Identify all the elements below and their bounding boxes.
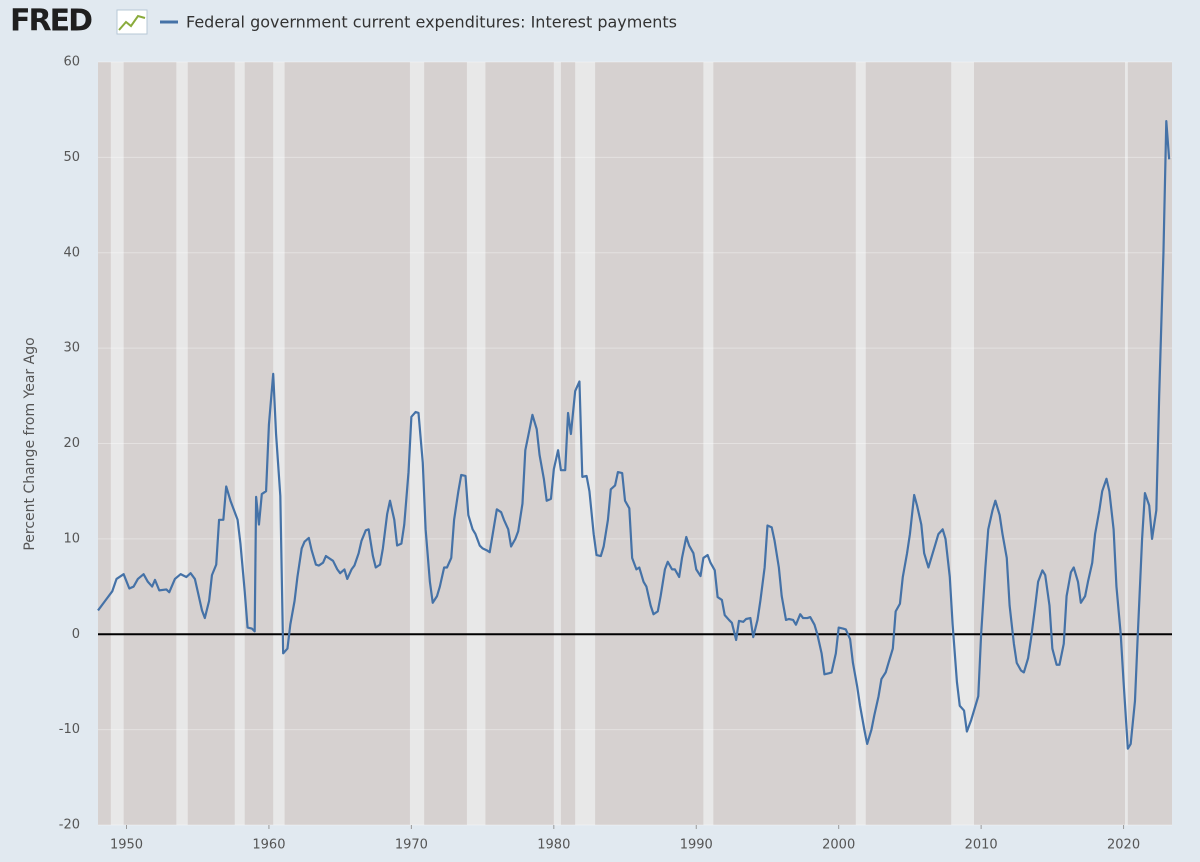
recession-band xyxy=(703,62,714,825)
y-tick-label: 40 xyxy=(63,245,80,260)
data-line xyxy=(97,120,1171,750)
legend-label: Federal government current expenditures:… xyxy=(186,13,677,32)
recession-band xyxy=(855,62,866,825)
y-tick-label: 0 xyxy=(72,627,80,642)
recession-band xyxy=(273,62,285,825)
x-tick-label: 2000 xyxy=(822,838,855,853)
y-tick-label: 20 xyxy=(63,436,80,451)
logo: FRED xyxy=(10,4,92,39)
recession-band xyxy=(176,62,188,825)
y-tick-label: 50 xyxy=(63,150,80,165)
x-tick-label: 1970 xyxy=(395,838,428,853)
y-axis-label: Percent Change from Year Ago xyxy=(22,337,38,550)
recession-band xyxy=(553,62,561,825)
recession-band xyxy=(1124,62,1128,825)
x-tick-label: 1960 xyxy=(252,838,285,853)
x-tick-label: 1950 xyxy=(110,838,143,853)
x-tick-label: 1980 xyxy=(537,838,570,853)
x-tick-label: 1990 xyxy=(680,838,713,853)
x-tick-label: 2020 xyxy=(1107,838,1140,853)
y-tick-label: -20 xyxy=(59,818,80,833)
y-tick-label: 60 xyxy=(63,55,80,70)
y-tick-label: 10 xyxy=(63,531,80,546)
y-tick-label: 30 xyxy=(63,341,80,356)
recession-band xyxy=(234,62,245,825)
x-tick-label: 2010 xyxy=(965,838,998,853)
y-tick-label: -10 xyxy=(59,722,80,737)
logo-icon xyxy=(116,9,148,35)
